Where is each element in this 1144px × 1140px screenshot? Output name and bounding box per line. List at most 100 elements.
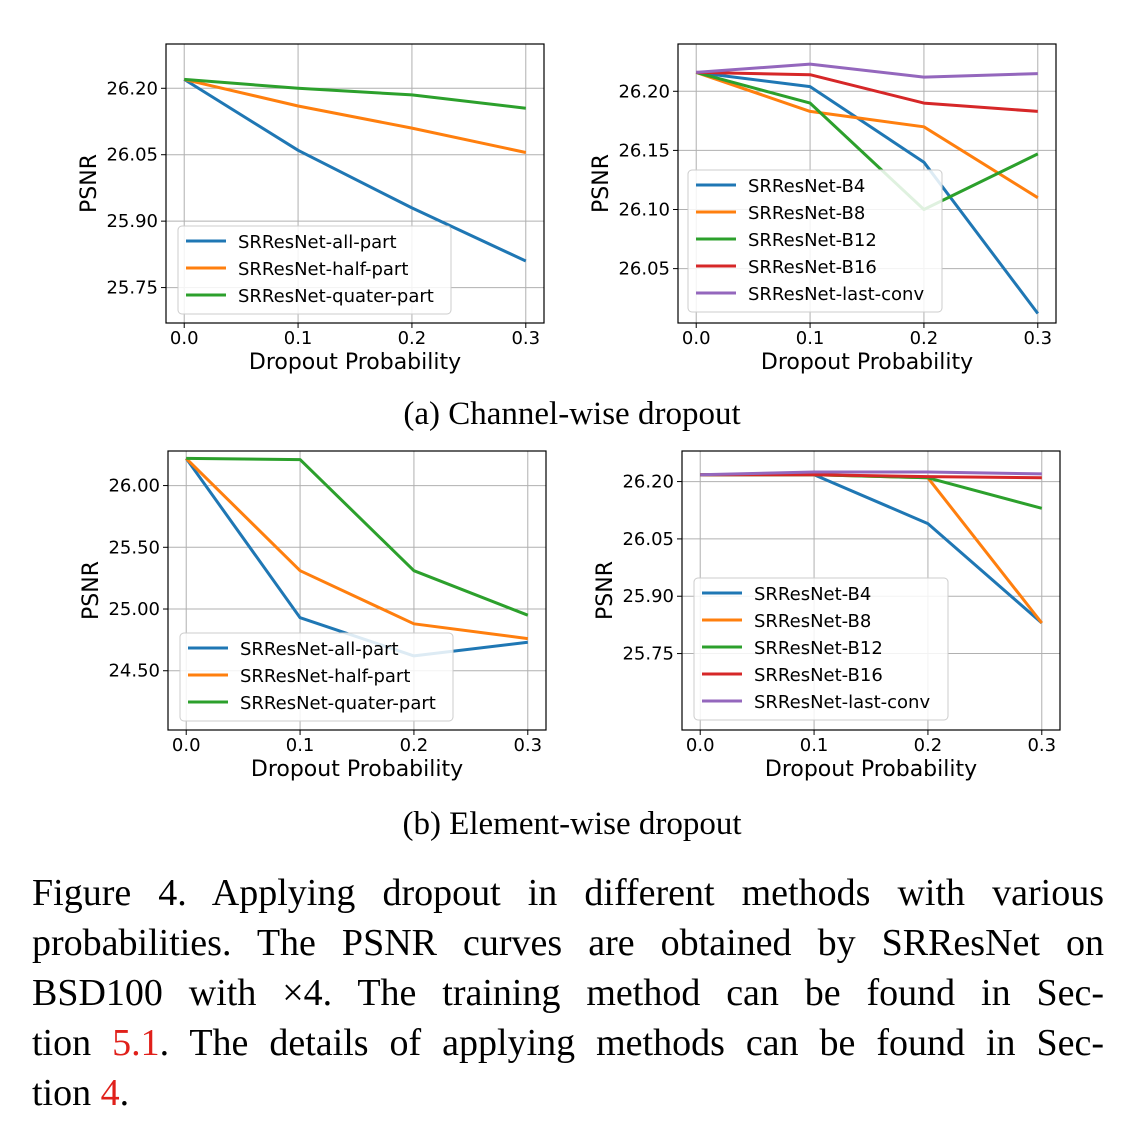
legend: SRResNet-all-part SRResNet-half-part SRRes… [177,225,452,315]
legend-box [693,577,949,721]
y-axis-label: PSNR [593,561,618,620]
y-tick-label: 26.05 [622,529,674,550]
x-tick-label: 0.3 [1027,735,1056,756]
legend-label: SRResNet-half-part [238,259,408,280]
y-tick-label: 26.05 [106,145,158,166]
figure-caption: Figure 4. Applying dropout in different … [32,868,1104,1118]
subcaption-element-wise: (b) Element-wise dropout [402,806,742,842]
series-line-SRResNet-B16 [696,70,1038,113]
legend: SRResNet-B4 SRResNet-B8 SRResNet-B12 SRResN… [687,169,943,313]
x-axis-label: Dropout Probability [765,757,977,782]
legend-box [177,225,452,315]
x-tick-label: 0.0 [686,735,715,756]
caption-line-5-end: . [119,1072,130,1114]
y-tick-label: 24.50 [108,661,160,682]
legend-box [687,169,943,313]
legend-label: SRResNet-last-conv [754,692,930,713]
legend-label: SRResNet-all-part [238,232,397,253]
legend-label: SRResNet-B16 [748,257,877,278]
legend-label: SRResNet-half-part [240,666,410,687]
x-axis-label: Dropout Probability [249,350,461,375]
x-tick-label: 0.3 [511,328,540,349]
series-line-SRResNet-B12 [700,473,1043,510]
y-tick-label: 25.00 [108,599,160,620]
y-tick-label: 26.10 [618,200,670,221]
x-tick-label: 0.1 [796,328,825,349]
caption-line-5-start: tion [32,1072,101,1114]
x-tick-label: 0.0 [682,328,711,349]
x-tick-label: 0.1 [286,735,315,756]
plot-frame [167,450,547,731]
x-tick-label: 0.2 [914,735,943,756]
y-tick-label: 26.20 [622,472,674,493]
x-tick-label: 0.1 [284,328,313,349]
series-line-SRResNet-B4 [696,70,1039,315]
series-line-SRResNet-B12 [695,70,1039,211]
y-tick-label: 26.20 [618,81,670,102]
y-tick-label: 26.20 [106,78,158,99]
chart-b-right: 0.0 0.1 0.2 0.3 25.75 25.90 26.05 26.20 Dropout … [593,450,1061,782]
legend-box [179,632,454,722]
y-tick-label: 25.75 [106,278,158,299]
series-line-SRResNet-half-part [185,457,528,641]
subcaption-channel-wise: (a) Channel-wise dropout [403,396,741,432]
y-tick-label: 25.50 [108,537,160,558]
legend-label: SRResNet-B4 [748,176,865,197]
x-axis-label: Dropout Probability [251,757,463,782]
legend-label: SRResNet-B8 [748,203,865,224]
caption-line-4-start: tion [32,1022,113,1064]
caption-line-3: BSD100 with ×4. The training method can … [32,972,1104,1014]
series-line-SRResNet-B8 [695,70,1039,199]
x-tick-label: 0.3 [1023,328,1052,349]
x-tick-label: 0.2 [910,328,939,349]
x-tick-label: 0.2 [400,735,429,756]
series-line-SRResNet-all-part [184,457,528,658]
legend: SRResNet-B4 SRResNet-B8 SRResNet-B12 SRResN… [693,577,949,721]
y-axis-label: PSNR [77,154,102,213]
caption-line-2: probabilities. The PSNR curves are obtai… [32,922,1104,964]
y-tick-label: 25.90 [106,211,158,232]
series-line-SRResNet-last-conv [696,62,1038,79]
y-axis-label: PSNR [589,154,614,213]
legend: SRResNet-all-part SRResNet-half-part SRRes… [179,632,454,722]
series-line-SRResNet-quater-part [184,77,526,110]
legend-label: SRResNet-B8 [754,611,871,632]
x-tick-label: 0.0 [170,328,199,349]
legend-label: SRResNet-B4 [754,584,871,605]
caption-line-1: Figure 4. Applying dropout in different … [32,872,1104,914]
plot-frame [681,450,1061,731]
caption-line-4-end: . The details of applying methods can be… [159,1022,1104,1064]
y-tick-label: 26.15 [618,140,670,161]
series-line-SRResNet-half-part [183,77,527,154]
y-tick-label: 26.05 [618,259,670,280]
section-ref-5-1[interactable]: 5.1 [112,1022,160,1064]
section-ref-4[interactable]: 4 [100,1072,120,1114]
legend-label: SRResNet-quater-part [238,286,434,307]
caption-line-4: tion 5.1. The details of applying method… [32,1018,1104,1068]
caption-line-5: tion 4. [32,1068,1104,1118]
legend-label: SRResNet-B12 [748,230,877,251]
legend-label: SRResNet-quater-part [240,693,436,714]
y-tick-label: 26.00 [108,476,160,497]
plot-frame [677,43,1057,324]
x-tick-label: 0.0 [172,735,201,756]
y-axis-label: PSNR [79,561,104,620]
series-line-SRResNet-all-part [183,78,527,263]
chart-b-left: 0.0 0.1 0.2 0.3 24.50 25.00 25.50 26.00 Dropout … [79,450,547,782]
series-line-SRResNet-quater-part [186,456,529,617]
plot-frame [165,43,545,324]
legend-label: SRResNet-all-part [240,639,399,660]
y-tick-label: 25.90 [622,586,674,607]
x-axis-label: Dropout Probability [761,350,973,375]
series-line-SRResNet-last-conv [700,470,1042,477]
legend-label: SRResNet-last-conv [748,284,924,305]
chart-a-left: 0.0 0.1 0.2 0.3 25.75 25.90 26.05 26.20 Dropout … [77,43,545,375]
x-tick-label: 0.1 [800,735,829,756]
legend-label: SRResNet-B12 [754,638,883,659]
legend-label: SRResNet-B16 [754,665,883,686]
chart-a-right: 0.0 0.1 0.2 0.3 26.05 26.10 26.15 26.20 Dropout … [589,43,1057,375]
y-tick-label: 25.75 [622,644,674,665]
x-tick-label: 0.2 [398,328,427,349]
x-tick-label: 0.3 [513,735,542,756]
